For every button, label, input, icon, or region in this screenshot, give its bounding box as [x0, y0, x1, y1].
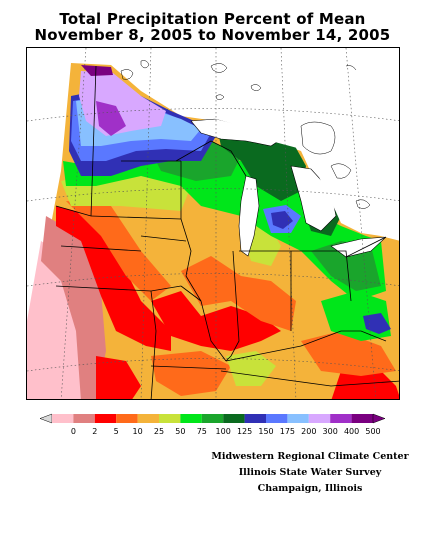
legend-swatch	[244, 414, 266, 423]
credit-line-2: Illinois State Water Survey	[238, 467, 382, 478]
legend-label: 50	[175, 427, 185, 436]
legend-swatch	[159, 414, 181, 423]
legend-label: 75	[197, 427, 207, 436]
legend-swatch	[223, 414, 245, 423]
lake-huron	[290, 165, 337, 232]
legend-label: 0	[71, 427, 76, 436]
precip-region-orange-center	[181, 256, 296, 331]
legend-swatch	[201, 414, 224, 423]
precip-region-darkblue-michigan	[271, 211, 293, 229]
precip-region-orange-south	[151, 351, 231, 396]
lake-erie	[330, 236, 387, 258]
map-title-line1: Total Precipitation Percent of Mean	[59, 10, 366, 28]
legend-swatch	[94, 414, 117, 423]
legend-swatch	[137, 414, 159, 423]
precipitation-map	[26, 47, 400, 400]
precip-region-purple-northwest	[96, 101, 126, 136]
map-title-line2: November 8, 2005 to November 14, 2005	[34, 26, 391, 44]
state-boundaries	[55, 65, 399, 399]
canada-area	[111, 48, 399, 241]
precip-region-orange-southeast	[301, 331, 396, 376]
legend-label: 150	[258, 427, 273, 436]
credit-line-3: Champaign, Illinois	[257, 483, 363, 494]
precip-region-yellowgreen-south	[226, 351, 276, 386]
legend-swatch	[73, 414, 95, 423]
legend-label: 200	[301, 427, 316, 436]
legend-label: 100	[216, 427, 231, 436]
legend-swatch	[330, 414, 352, 423]
lake-michigan	[238, 175, 260, 257]
canada-lake-outlines	[120, 60, 371, 209]
precip-region-midgreen-east	[311, 241, 381, 291]
legend-label: 5	[114, 427, 119, 436]
graticule	[27, 48, 399, 399]
color-legend: 0 2 5 10 25 50 75 100 125 150 175 200 300 400 500	[39, 412, 386, 438]
legend-label: 125	[237, 427, 252, 436]
precip-region-blue-ohio	[363, 313, 391, 334]
legend-arrow-high	[372, 413, 386, 424]
legend-label: 400	[344, 427, 359, 436]
legend-label: 2	[92, 427, 97, 436]
legend-swatch	[116, 414, 138, 423]
legend-label: 500	[365, 427, 380, 436]
legend-swatch	[180, 414, 202, 423]
legend-label: 25	[154, 427, 164, 436]
legend-swatch	[351, 414, 373, 423]
legend-swatch	[308, 414, 331, 423]
legend-swatch	[52, 414, 74, 423]
precip-region-red-south	[96, 356, 141, 399]
legend-arrow-low	[39, 413, 53, 424]
legend-label: 10	[133, 427, 143, 436]
credit-line-1: Midwestern Regional Climate Center	[211, 451, 409, 462]
precip-region-red-west	[56, 206, 171, 351]
legend-swatch	[266, 414, 288, 423]
legend-label: 175	[280, 427, 295, 436]
legend-swatch	[287, 414, 309, 423]
legend-label: 300	[323, 427, 338, 436]
precip-region-magenta-northwest	[81, 65, 113, 76]
